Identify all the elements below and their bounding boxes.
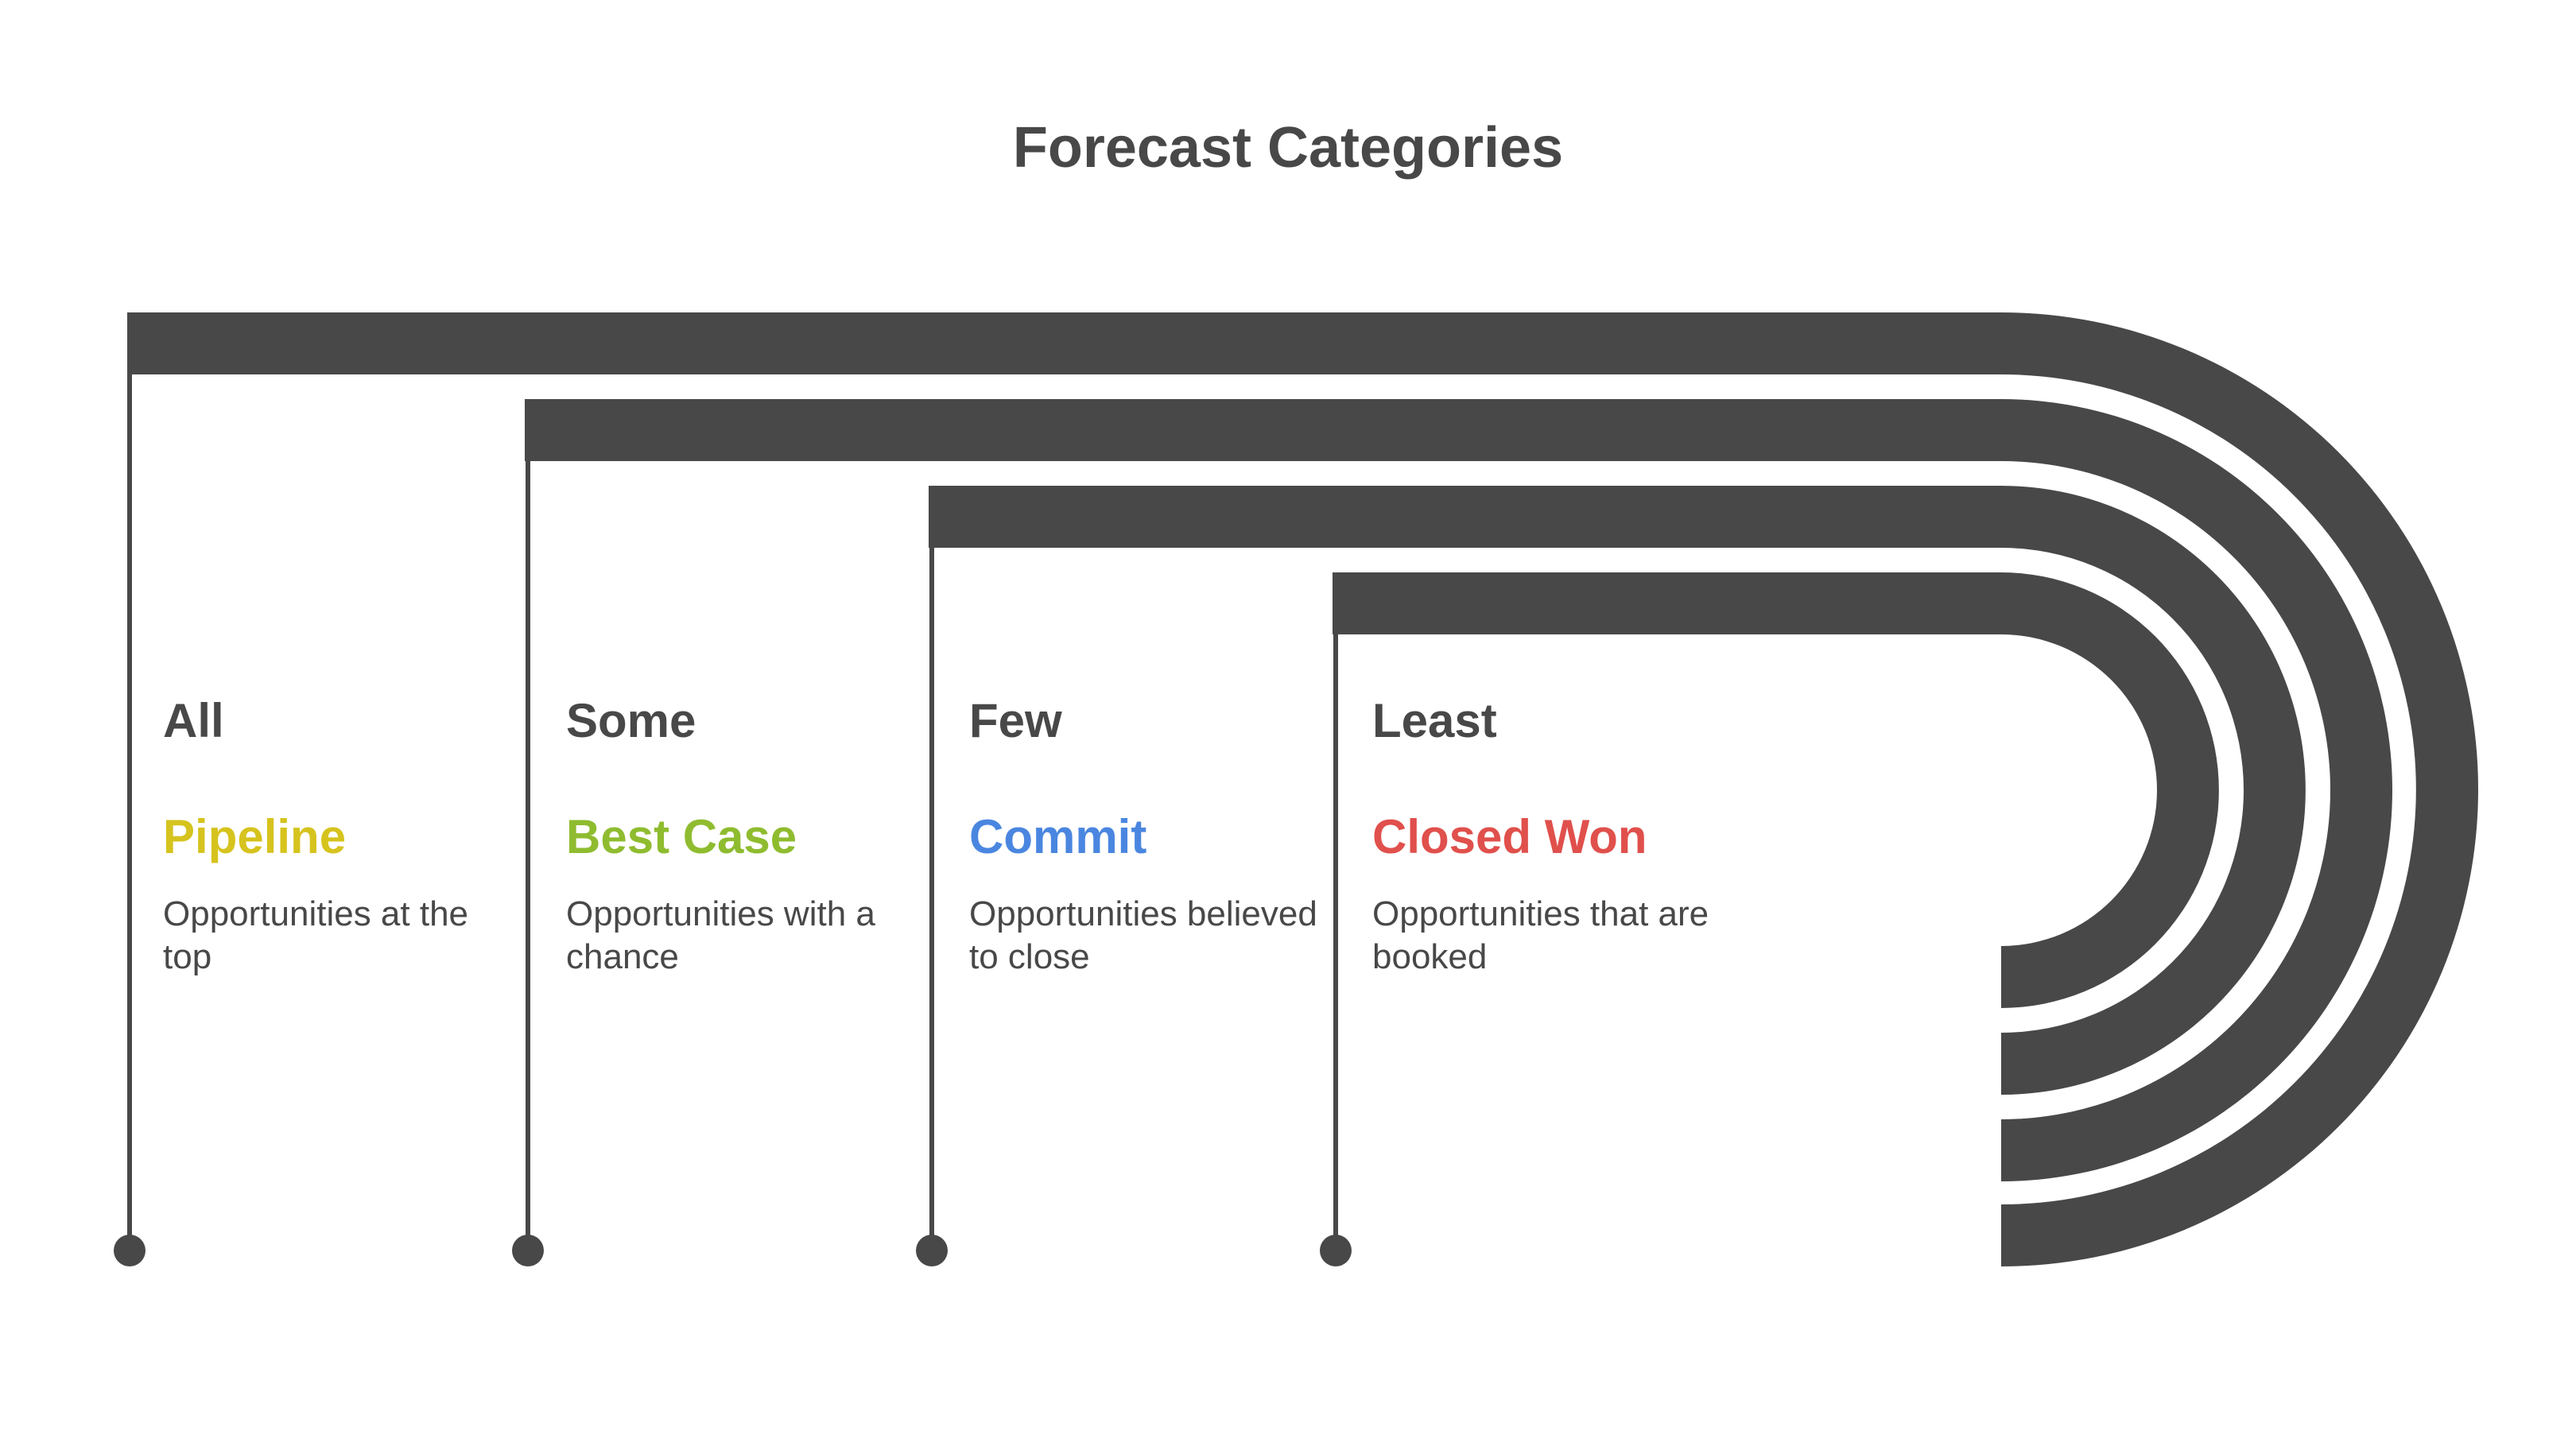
stage-commit: Few Commit Opportunities believed to clo… — [969, 697, 1319, 979]
stem-dot-1 — [114, 1235, 145, 1266]
stage-category-label: Commit — [969, 810, 1147, 863]
stem-dot-3 — [916, 1235, 948, 1266]
band-3 — [929, 486, 2306, 1095]
stem-dot-2 — [512, 1235, 544, 1266]
stage-description: Opportunities that are booked — [1372, 894, 1709, 976]
diagram-title: Forecast Categories — [1012, 116, 1564, 180]
band-4 — [1333, 572, 2219, 1008]
stage-description: Opportunities believed to close — [969, 894, 1317, 976]
stage-category-label: Pipeline — [163, 810, 347, 863]
stage-pipeline: All Pipeline Opportunities at the top — [163, 697, 513, 979]
stage-category-label: Closed Won — [1372, 810, 1647, 863]
stem-dot-4 — [1320, 1235, 1352, 1266]
stage-level-label: Least — [1372, 694, 1497, 747]
stage-description: Opportunities at the top — [163, 894, 469, 976]
stage-category-label: Best Case — [566, 810, 797, 863]
stage-best-case: Some Best Case Opportunities with a chan… — [566, 697, 916, 979]
band-2 — [525, 399, 2392, 1181]
stage-closed-won: Least Closed Won Opportunities that are … — [1372, 697, 1722, 979]
stage-level-label: Few — [969, 694, 1062, 747]
band-1 — [127, 312, 2478, 1266]
stage-level-label: All — [163, 694, 224, 747]
stage-description: Opportunities with a chance — [566, 894, 875, 976]
stage-level-label: Some — [566, 694, 696, 747]
